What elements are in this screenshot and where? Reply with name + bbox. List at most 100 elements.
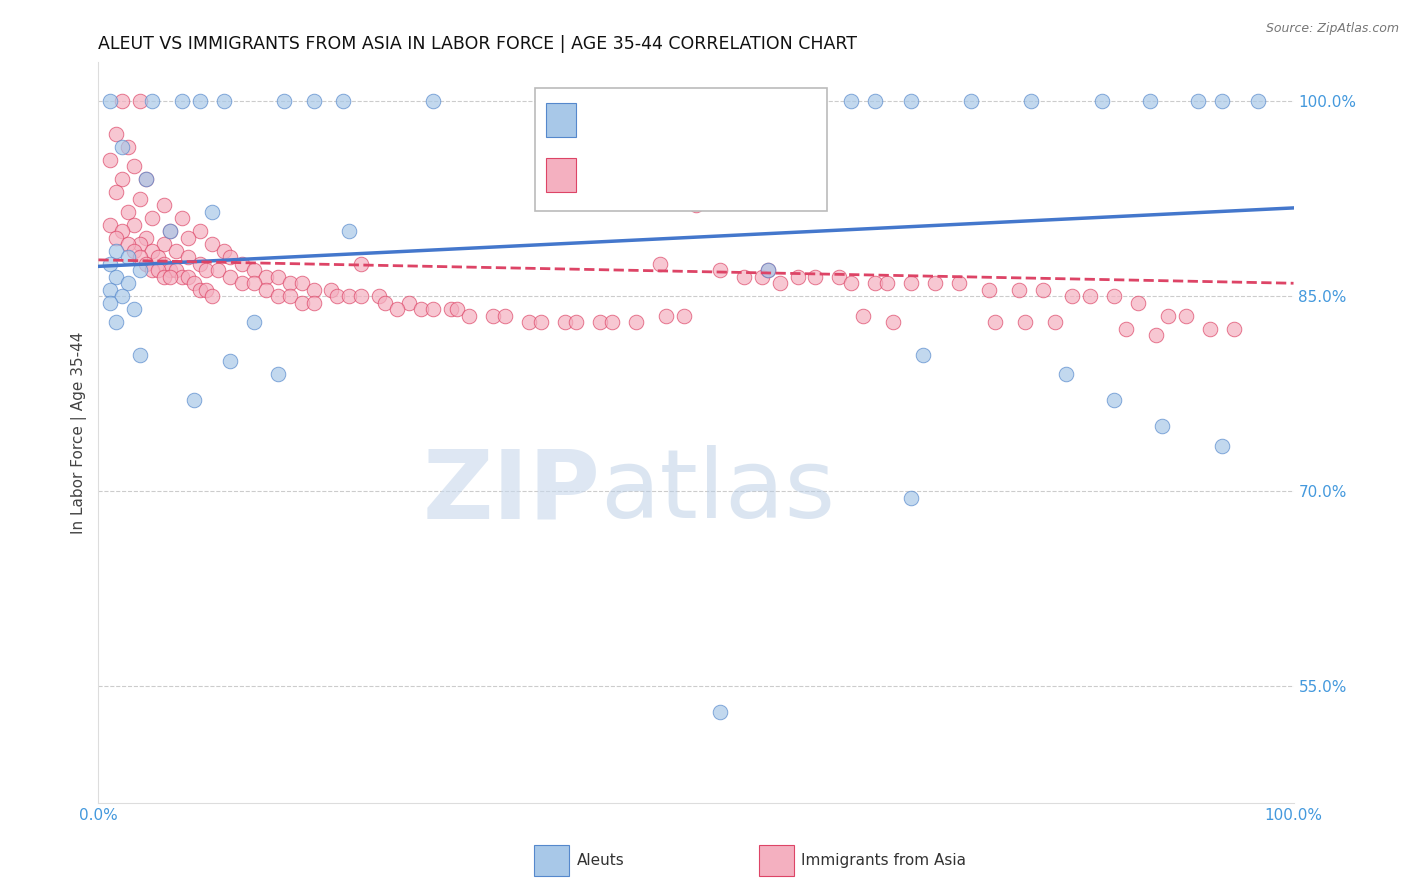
Point xyxy=(1056,367,1078,381)
Point xyxy=(183,277,205,291)
Point xyxy=(350,289,373,303)
Point xyxy=(882,315,904,329)
Point xyxy=(673,309,696,323)
Point xyxy=(111,224,134,238)
Point xyxy=(756,263,779,277)
Point xyxy=(172,95,194,109)
Point xyxy=(751,269,773,284)
Point xyxy=(278,277,301,291)
Point xyxy=(129,263,152,277)
Point xyxy=(267,367,290,381)
Point xyxy=(385,302,409,317)
Point xyxy=(398,295,420,310)
Point xyxy=(321,283,343,297)
Point xyxy=(865,95,887,109)
Point xyxy=(231,257,253,271)
Point xyxy=(159,224,181,238)
Point xyxy=(219,354,242,368)
Point xyxy=(769,277,792,291)
Text: atlas: atlas xyxy=(600,445,835,539)
Point xyxy=(172,211,194,226)
Point xyxy=(148,250,170,264)
Point xyxy=(948,277,970,291)
Point xyxy=(207,263,229,277)
Point xyxy=(201,237,224,252)
Point xyxy=(135,172,157,186)
Point xyxy=(291,277,314,291)
Point xyxy=(159,269,181,284)
Point xyxy=(1144,328,1167,343)
Point xyxy=(960,95,983,109)
Point xyxy=(900,95,922,109)
Point xyxy=(124,244,146,258)
Point xyxy=(709,705,731,719)
Point xyxy=(876,277,898,291)
Point xyxy=(254,269,277,284)
Point xyxy=(188,224,211,238)
Point xyxy=(98,295,122,310)
Point xyxy=(1223,322,1246,336)
Point xyxy=(159,263,181,277)
Point xyxy=(183,393,205,408)
Point xyxy=(267,289,290,303)
Point xyxy=(243,263,266,277)
Point xyxy=(685,198,707,212)
Point xyxy=(188,257,211,271)
Point xyxy=(98,218,122,232)
Point xyxy=(153,198,176,212)
Point xyxy=(98,257,122,271)
Point xyxy=(494,309,516,323)
Point xyxy=(201,289,224,303)
Text: Aleuts: Aleuts xyxy=(576,854,624,868)
Text: ALEUT VS IMMIGRANTS FROM ASIA IN LABOR FORCE | AGE 35-44 CORRELATION CHART: ALEUT VS IMMIGRANTS FROM ASIA IN LABOR F… xyxy=(98,35,858,53)
Point xyxy=(1175,309,1198,323)
Point xyxy=(1080,289,1102,303)
Point xyxy=(804,269,827,284)
Point xyxy=(188,95,211,109)
Text: ZIP: ZIP xyxy=(422,445,600,539)
Point xyxy=(254,283,277,297)
Point xyxy=(565,315,588,329)
Point xyxy=(124,218,146,232)
Point xyxy=(129,237,152,252)
Point xyxy=(554,315,576,329)
Point xyxy=(135,172,157,186)
Point xyxy=(111,172,134,186)
Point xyxy=(124,302,146,317)
Point xyxy=(177,231,200,245)
Point xyxy=(243,315,266,329)
Point xyxy=(1211,95,1233,109)
Point xyxy=(786,269,808,284)
Point xyxy=(111,289,134,303)
Point xyxy=(852,309,875,323)
Point xyxy=(177,250,200,264)
Point xyxy=(756,263,779,277)
Point xyxy=(1139,95,1161,109)
Point xyxy=(1091,95,1114,109)
Point xyxy=(129,250,152,264)
Point xyxy=(195,263,218,277)
Point xyxy=(105,244,128,258)
Point xyxy=(105,231,128,245)
Point xyxy=(1043,315,1066,329)
Point xyxy=(332,95,354,109)
Point xyxy=(172,269,194,284)
Point xyxy=(153,257,176,271)
Point xyxy=(733,269,755,284)
Point xyxy=(804,95,827,109)
Point xyxy=(201,204,224,219)
Point xyxy=(1187,95,1209,109)
Point xyxy=(117,277,139,291)
Point xyxy=(1014,315,1036,329)
Point xyxy=(267,269,290,284)
Point xyxy=(98,153,122,167)
Text: Source: ZipAtlas.com: Source: ZipAtlas.com xyxy=(1265,22,1399,36)
Point xyxy=(339,224,361,238)
Point xyxy=(900,491,922,505)
Point xyxy=(111,140,134,154)
Point xyxy=(745,95,768,109)
Point xyxy=(977,283,1000,297)
Point xyxy=(117,250,139,264)
Point xyxy=(278,289,301,303)
Y-axis label: In Labor Force | Age 35-44: In Labor Force | Age 35-44 xyxy=(72,332,87,533)
